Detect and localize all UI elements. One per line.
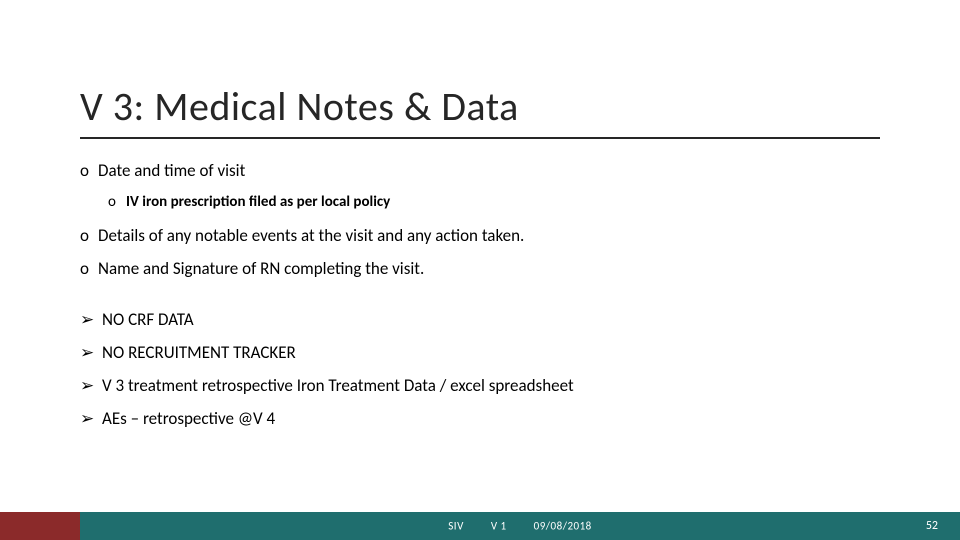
footer-left: SIV [448,520,464,533]
bullet-arrow-text: NO CRF DATA [102,309,194,330]
o-marker-icon: o [80,160,98,181]
bullet-arrow: ➢ AEs – retrospective @V 4 [80,408,880,429]
o-marker-icon: o [80,258,98,279]
bullet-o: o Name and Signature of RN completing th… [80,258,880,279]
footer-accent-teal: SIV V 1 09/08/2018 52 [80,512,960,540]
bullet-o: o Date and time of visit [80,160,880,181]
slide-content: o Date and time of visit o IV iron presc… [80,160,880,441]
footer-page-number: 52 [926,519,938,533]
bullet-arrow-text: V 3 treatment retrospective Iron Treatme… [102,375,574,396]
bullet-text: Name and Signature of RN completing the … [98,258,424,279]
bullet-arrow-text: AEs – retrospective @V 4 [102,408,275,429]
o-marker-icon: o [80,225,98,246]
footer-accent-red [0,512,80,540]
bullet-arrow: ➢ NO CRF DATA [80,309,880,330]
bullet-text: Details of any notable events at the vis… [98,225,524,246]
bullet-o: o Details of any notable events at the v… [80,225,880,246]
footer-mid: V 1 [491,520,507,533]
arrow-marker-icon: ➢ [80,309,102,330]
footer-right: 09/08/2018 [534,520,592,533]
arrow-marker-icon: ➢ [80,408,102,429]
bullet-arrow-text: NO RECRUITMENT TRACKER [102,342,296,363]
bullet-arrow: ➢ V 3 treatment retrospective Iron Treat… [80,375,880,396]
bullet-text: Date and time of visit [98,160,245,181]
bullet-arrow: ➢ NO RECRUITMENT TRACKER [80,342,880,363]
footer-bar: SIV V 1 09/08/2018 52 [0,512,960,540]
bullet-sub-text: IV iron prescription filed as per local … [126,193,390,211]
bullet-sub: o IV iron prescription filed as per loca… [108,193,880,211]
footer-meta: SIV V 1 09/08/2018 [436,520,604,533]
arrow-marker-icon: ➢ [80,342,102,363]
o-marker-icon: o [108,193,126,211]
arrow-marker-icon: ➢ [80,375,102,396]
slide-title: V 3: Medical Notes & Data [80,82,880,139]
spacer [80,291,880,309]
slide: V 3: Medical Notes & Data o Date and tim… [0,0,960,540]
